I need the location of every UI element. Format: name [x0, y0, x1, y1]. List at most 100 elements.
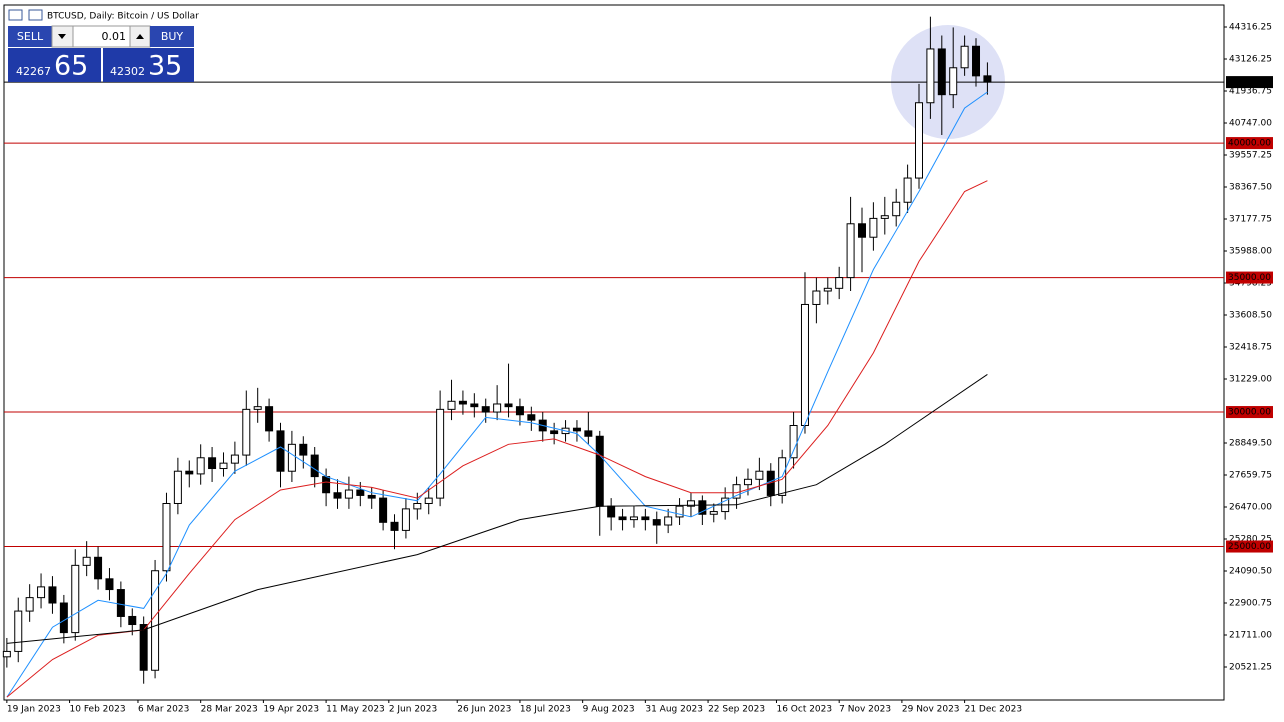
candle-body — [572, 427, 581, 432]
buy-button[interactable] — [150, 26, 194, 47]
candle-body — [230, 454, 239, 464]
candle-body — [94, 556, 103, 580]
candle-body — [641, 516, 650, 521]
candle-body — [424, 497, 433, 504]
candle-body — [481, 406, 490, 413]
candle-body — [926, 48, 935, 104]
moving-average — [6, 91, 988, 698]
x-tick-label: 18 Jul 2023 — [520, 705, 571, 715]
candle-body — [287, 443, 296, 472]
price-label-box — [1226, 76, 1273, 89]
y-tick-label: 26470.00 — [1229, 502, 1272, 512]
level-label-box — [1226, 540, 1273, 553]
moving-average — [6, 180, 988, 698]
candle-body — [139, 624, 148, 671]
y-tick-label: 35988.00 — [1229, 246, 1272, 256]
candle-body — [14, 610, 23, 652]
y-tick-label: 21711.00 — [1229, 630, 1272, 640]
level-label-box — [1226, 271, 1273, 284]
candle-body — [869, 217, 878, 238]
bid-box[interactable] — [8, 48, 101, 82]
candle-body — [265, 406, 274, 432]
candle-body — [173, 470, 182, 504]
candle-body — [219, 462, 228, 470]
candle-body — [743, 478, 752, 486]
candle-body — [128, 615, 137, 626]
y-tick-label: 38367.50 — [1229, 182, 1272, 192]
y-tick-label: 27659.75 — [1229, 470, 1272, 480]
candle-body — [846, 223, 855, 279]
y-tick-label: 33608.50 — [1229, 310, 1272, 320]
candle-body — [550, 430, 559, 435]
candle-body — [584, 430, 593, 437]
candle-body — [59, 602, 68, 634]
x-tick-label: 22 Sep 2023 — [708, 705, 765, 715]
candle-body — [686, 500, 695, 507]
candle-body — [25, 597, 34, 612]
candle-body — [915, 102, 923, 179]
candle-body — [618, 516, 627, 521]
candle-body — [892, 201, 901, 217]
x-tick-label: 26 Jun 2023 — [457, 705, 511, 715]
chart-title: BTCUSD, Daily: Bitcoin / US Dollar — [47, 12, 199, 22]
candle-body — [436, 408, 445, 499]
level-label: 35000.00 — [1228, 273, 1271, 283]
y-tick-label: 40747.00 — [1229, 118, 1272, 128]
candle-body — [857, 223, 866, 238]
y-tick-label: 44316.25 — [1229, 22, 1272, 32]
moving-average — [6, 373, 988, 644]
candle-body — [607, 505, 616, 518]
sell-label: SELL — [17, 30, 44, 43]
candle-body — [789, 424, 798, 459]
x-tick-label: 28 Mar 2023 — [201, 705, 258, 715]
x-tick-label: 9 Aug 2023 — [583, 705, 635, 715]
candle-body — [367, 494, 376, 499]
arrow-up — [136, 34, 144, 39]
candle-body — [812, 290, 821, 305]
level-label-box — [1226, 137, 1273, 150]
y-tick-label: 24090.50 — [1229, 566, 1272, 576]
candle-body — [208, 457, 217, 470]
candle-body — [276, 430, 285, 472]
candle-body — [299, 443, 308, 456]
level-label: 30000.00 — [1228, 408, 1271, 418]
candle-body — [333, 492, 342, 499]
y-tick-label: 41936.75 — [1229, 86, 1272, 96]
icon — [28, 9, 43, 21]
candle-body — [242, 408, 251, 456]
candle-body — [2, 650, 11, 658]
candle-body — [675, 505, 684, 518]
candle-body — [960, 45, 969, 69]
candle-body — [413, 502, 422, 510]
candle-body — [937, 48, 946, 96]
candle-body — [116, 589, 125, 617]
candle-body — [800, 303, 809, 426]
candle-body — [48, 586, 57, 604]
plot-frame — [3, 4, 1225, 701]
y-tick-label: 32418.75 — [1229, 342, 1272, 352]
ask-box[interactable] — [103, 48, 194, 82]
x-tick-label: 19 Jan 2023 — [7, 705, 61, 715]
sell-button[interactable] — [8, 26, 52, 47]
candle-body — [880, 215, 889, 219]
x-tick-label: 19 Apr 2023 — [263, 705, 319, 715]
candle-body — [196, 457, 205, 475]
x-tick-label: 21 Dec 2023 — [965, 705, 1023, 715]
level-label-box — [1226, 406, 1273, 419]
candle-body — [903, 177, 912, 203]
candle-body — [310, 454, 319, 478]
candle-body — [527, 414, 536, 421]
x-tick-label: 6 Mar 2023 — [138, 705, 189, 715]
candle-body — [823, 287, 832, 292]
candle-body — [322, 476, 331, 494]
y-tick-label: 37177.75 — [1229, 214, 1272, 224]
candle-body — [629, 516, 638, 521]
y-tick-label: 28849.50 — [1229, 438, 1272, 448]
candle-body — [664, 516, 673, 526]
ask-pips: 35 — [148, 51, 182, 82]
candle-body — [504, 403, 513, 408]
candle-body — [253, 406, 262, 410]
candle-body — [595, 435, 604, 507]
